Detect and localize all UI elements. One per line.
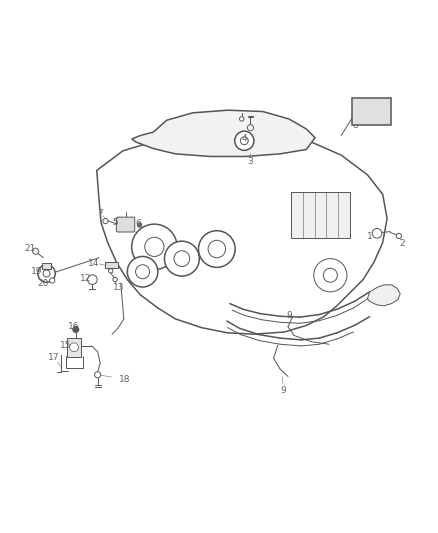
Text: 17: 17 [48,353,60,362]
Circle shape [240,137,248,144]
Circle shape [138,223,142,227]
Circle shape [38,265,55,282]
Bar [291,192,350,238]
Circle shape [247,125,254,131]
Circle shape [136,265,150,279]
Circle shape [314,259,347,292]
Circle shape [32,248,39,254]
Bar [42,263,51,269]
Polygon shape [132,110,315,157]
FancyBboxPatch shape [352,98,391,125]
Circle shape [132,224,177,270]
Text: 18: 18 [120,375,131,384]
Text: 15: 15 [60,342,71,351]
Text: 12: 12 [80,274,92,283]
Text: 6: 6 [135,219,141,228]
Text: 8: 8 [352,122,358,131]
FancyBboxPatch shape [117,217,135,232]
Text: 20: 20 [38,279,49,288]
Text: 21: 21 [25,244,36,253]
Text: 5: 5 [112,219,118,228]
Circle shape [70,343,78,352]
Polygon shape [367,285,400,306]
Circle shape [43,270,50,277]
FancyBboxPatch shape [67,338,81,357]
Circle shape [95,372,101,378]
Text: 9: 9 [281,386,286,395]
Text: 4: 4 [241,134,247,143]
Circle shape [323,268,337,282]
Text: 14: 14 [88,259,99,268]
Circle shape [208,240,226,258]
Circle shape [174,251,190,266]
Circle shape [103,219,108,224]
Circle shape [372,229,382,238]
Circle shape [164,241,199,276]
Circle shape [113,277,117,282]
Circle shape [49,278,55,283]
Circle shape [240,117,244,121]
Circle shape [235,131,254,150]
Text: 9: 9 [287,311,293,320]
Circle shape [396,233,402,239]
Circle shape [73,326,79,333]
Circle shape [88,275,97,285]
Circle shape [198,231,235,268]
Text: 19: 19 [31,267,42,276]
Circle shape [109,269,113,273]
Text: 13: 13 [113,283,124,292]
Text: 1: 1 [367,232,372,241]
Text: 3: 3 [247,157,253,166]
Text: 16: 16 [68,322,80,331]
Polygon shape [97,132,387,334]
Text: 2: 2 [399,239,405,248]
Bar [106,262,118,268]
Circle shape [127,256,158,287]
Text: 7: 7 [97,209,103,218]
Circle shape [145,237,164,256]
